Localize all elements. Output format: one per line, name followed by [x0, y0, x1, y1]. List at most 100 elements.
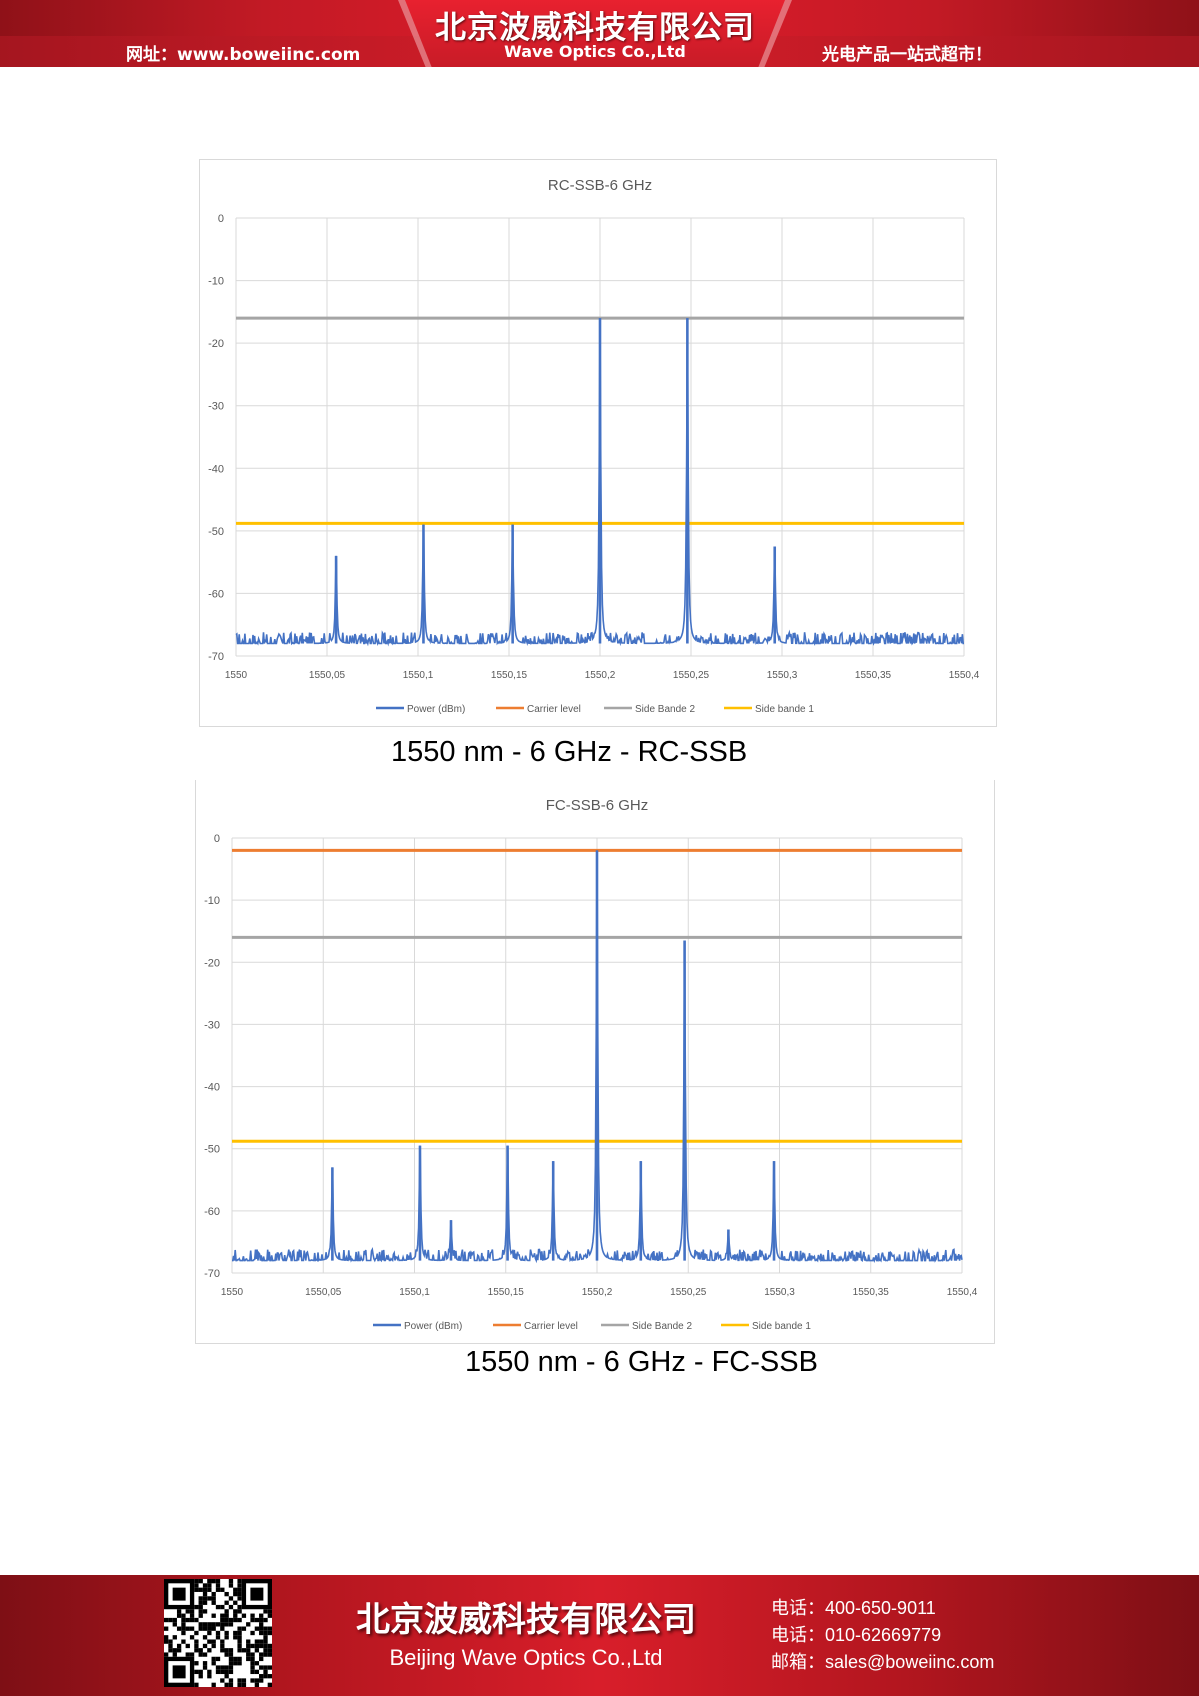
qr-module	[220, 1648, 225, 1653]
qr-module	[211, 1622, 216, 1627]
qr-module	[224, 1648, 229, 1653]
header-tab	[405, 0, 785, 67]
y-tick-label: -40	[208, 463, 224, 475]
header-website[interactable]: 网址：www.boweiinc.com	[126, 45, 361, 65]
qr-module	[202, 1643, 208, 1649]
x-tick-label: 1550,35	[855, 670, 892, 681]
qr-module	[224, 1682, 229, 1687]
qr-module	[164, 1652, 169, 1657]
qr-module	[241, 1626, 247, 1631]
qr-module	[267, 1630, 272, 1636]
qr-module	[198, 1622, 203, 1627]
qr-module	[198, 1596, 203, 1601]
qr-module	[250, 1678, 255, 1683]
legend-label: Carrier level	[524, 1321, 578, 1332]
qr-module	[233, 1630, 238, 1636]
qr-module	[181, 1639, 186, 1644]
qr-module	[224, 1600, 229, 1605]
qr-module	[202, 1622, 208, 1627]
qr-module	[224, 1617, 229, 1623]
qr-module	[267, 1674, 272, 1679]
qr-module	[259, 1626, 264, 1631]
qr-module	[220, 1678, 225, 1683]
y-tick-label: -20	[204, 957, 220, 969]
x-tick-label: 1550,4	[949, 670, 980, 681]
qr-module	[237, 1626, 242, 1631]
qr-module	[211, 1613, 216, 1618]
qr-module	[207, 1622, 212, 1627]
legend-label: Power (dBm)	[407, 704, 465, 715]
qr-module	[164, 1635, 169, 1640]
x-tick-label: 1550,3	[767, 670, 798, 681]
qr-module	[237, 1579, 242, 1584]
qr-module	[215, 1579, 221, 1584]
x-tick-label: 1550,35	[853, 1287, 890, 1298]
qr-module	[211, 1600, 216, 1605]
qr-module	[250, 1630, 255, 1636]
qr-module	[250, 1669, 255, 1675]
qr-module	[220, 1587, 225, 1592]
qr-module	[181, 1626, 186, 1631]
qr-finder-core	[250, 1587, 264, 1601]
qr-module	[233, 1656, 238, 1662]
x-tick-label: 1550,1	[403, 670, 434, 681]
qr-module	[259, 1665, 264, 1670]
qr-module	[194, 1587, 199, 1592]
qr-module	[237, 1617, 242, 1623]
qr-module	[189, 1613, 195, 1618]
qr-module	[267, 1643, 272, 1649]
y-tick-label: -50	[208, 526, 224, 538]
qr-module	[185, 1626, 190, 1631]
y-tick-label: -60	[204, 1206, 220, 1218]
qr-module	[202, 1609, 208, 1614]
qr-module	[250, 1643, 255, 1649]
qr-module	[202, 1600, 208, 1605]
qr-module	[263, 1665, 268, 1670]
qr-module	[207, 1630, 212, 1636]
y-tick-label: 0	[218, 213, 224, 225]
qr-module	[194, 1648, 199, 1653]
x-tick-label: 1550,05	[309, 670, 346, 681]
qr-module	[198, 1669, 203, 1675]
qr-module	[267, 1682, 272, 1687]
footer-email[interactable]: 邮箱：sales@boweiinc.com	[771, 1652, 995, 1672]
x-tick-label: 1550,15	[488, 1287, 525, 1298]
x-tick-label: 1550,15	[491, 670, 528, 681]
qr-module	[250, 1661, 255, 1666]
chart-panel-rc-ssb: RC-SSB-6 GHz 1550 1550,05 1550,1 1550,15 1550…	[199, 159, 997, 727]
qr-module	[198, 1587, 203, 1592]
qr-module	[233, 1609, 238, 1614]
qr-module	[254, 1639, 260, 1644]
qr-module	[207, 1596, 212, 1601]
qr-module	[202, 1626, 208, 1631]
qr-module	[211, 1639, 216, 1644]
qr-module	[202, 1587, 208, 1592]
qr-module	[259, 1639, 264, 1644]
y-tick-label: -30	[204, 1019, 220, 1031]
qr-module	[259, 1652, 264, 1657]
qr-module	[228, 1669, 234, 1675]
qr-module	[189, 1626, 195, 1631]
qr-module	[215, 1665, 221, 1670]
qr-module	[194, 1669, 199, 1675]
footer-company-cn: 北京波威科技有限公司	[356, 1600, 696, 1640]
qr-module	[241, 1682, 247, 1687]
header-company-en: Wave Optics Co.,Ltd	[504, 42, 686, 61]
legend-label: Side bande 1	[755, 704, 814, 715]
qr-module	[228, 1656, 234, 1662]
qr-module	[233, 1661, 238, 1666]
qr-module	[202, 1661, 208, 1666]
qr-module	[228, 1596, 234, 1601]
footer-phone-2[interactable]: 电话：010-62669779	[771, 1625, 942, 1645]
qr-module	[164, 1626, 169, 1631]
qr-code[interactable]	[164, 1579, 272, 1687]
qr-module	[207, 1639, 212, 1644]
qr-module	[189, 1635, 195, 1640]
qr-module	[207, 1579, 212, 1584]
qr-module	[246, 1656, 251, 1662]
qr-module	[259, 1630, 264, 1636]
footer-phone-1[interactable]: 电话：400-650-9011	[771, 1598, 936, 1618]
legend-label: Carrier level	[527, 704, 581, 715]
qr-module	[246, 1652, 251, 1657]
qr-module	[233, 1600, 238, 1605]
